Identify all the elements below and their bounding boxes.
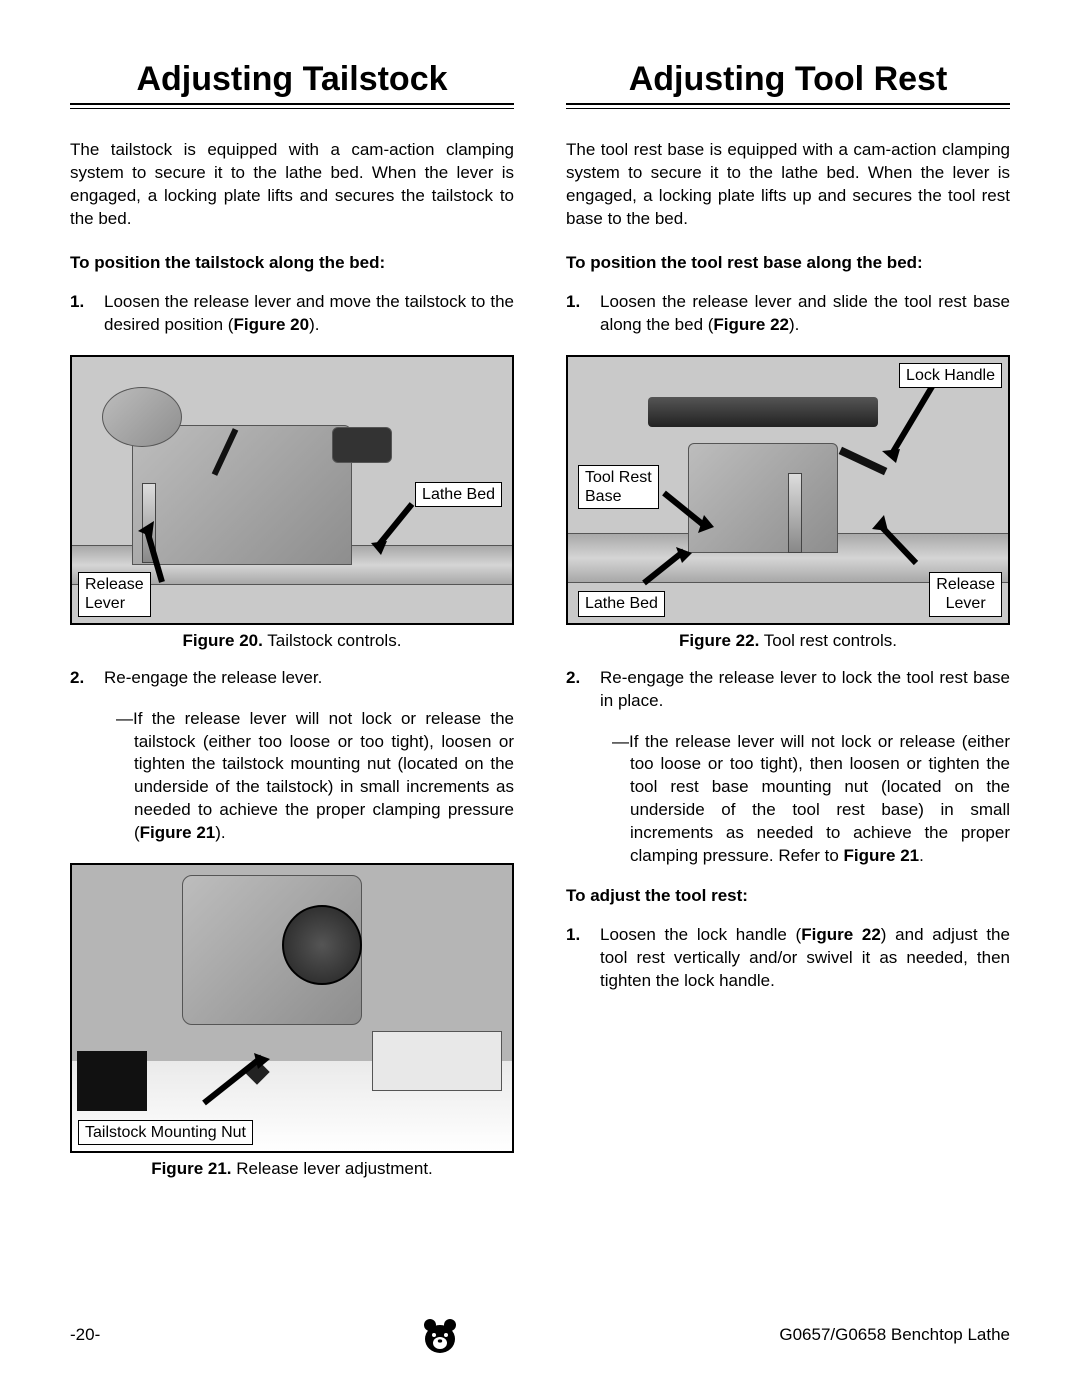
lead-adjust-toolrest: To adjust the tool rest: <box>566 886 1010 906</box>
steps-tailstock-reengage: Re-engage the release lever. <box>70 667 514 690</box>
bear-logo-icon <box>420 1315 460 1355</box>
heading-rule <box>70 103 514 109</box>
heading-tailstock: Adjusting Tailstock <box>70 60 514 99</box>
step-1: Loosen the release lever and slide the t… <box>566 291 1010 337</box>
step-1: Loosen the lock handle (Figure 22) and a… <box>566 924 1010 993</box>
page-number: -20- <box>70 1325 100 1345</box>
column-right: Adjusting Tool Rest The tool rest base i… <box>566 60 1010 1195</box>
steps-tailstock-position: Loosen the release lever and move the ta… <box>70 291 514 337</box>
arrow-release-lever <box>868 513 928 573</box>
lead-position-tailstock: To position the tailstock along the bed: <box>70 253 514 273</box>
label-lathe-bed-22: Lathe Bed <box>578 591 665 616</box>
label-tool-rest-base: Tool Rest Base <box>578 465 659 509</box>
column-left: Adjusting Tailstock The tailstock is equ… <box>70 60 514 1195</box>
step-2: Re-engage the release lever to lock the … <box>566 667 1010 713</box>
figure-22: Lock Handle Tool Rest Base Lathe Bed Rel… <box>566 355 1010 625</box>
arrow-tool-rest-base <box>658 487 718 547</box>
arrow-lock-handle <box>878 379 948 469</box>
page-footer: -20- G0657/G0658 Benchtop Lathe <box>70 1315 1010 1355</box>
model-id: G0657/G0658 Benchtop Lathe <box>779 1325 1010 1345</box>
lead-position-toolrest: To position the tool rest base along the… <box>566 253 1010 273</box>
arrow-lathe-bed <box>638 543 698 593</box>
arrow-lathe-bed <box>367 499 427 559</box>
label-release-lever-22: Release Lever <box>929 572 1002 616</box>
label-release-lever: Release Lever <box>78 572 151 616</box>
steps-toolrest-position: Loosen the release lever and slide the t… <box>566 291 1010 337</box>
intro-tailstock: The tailstock is equipped with a cam-act… <box>70 139 514 231</box>
figure-20: Lathe Bed Release Lever <box>70 355 514 625</box>
page-content: Adjusting Tailstock The tailstock is equ… <box>0 0 1080 1245</box>
steps-toolrest-adjust: Loosen the lock handle (Figure 22) and a… <box>566 924 1010 993</box>
sub-note-toolrest: —If the release lever will not lock or r… <box>566 731 1010 869</box>
step-1: Loosen the release lever and move the ta… <box>70 291 514 337</box>
intro-toolrest: The tool rest base is equipped with a ca… <box>566 139 1010 231</box>
figure-21: Tailstock Mounting Nut <box>70 863 514 1153</box>
caption-22: Figure 22. Tool rest controls. <box>566 631 1010 651</box>
label-lathe-bed: Lathe Bed <box>415 482 502 507</box>
step-2: Re-engage the release lever. <box>70 667 514 690</box>
label-mounting-nut: Tailstock Mounting Nut <box>78 1120 253 1145</box>
caption-21: Figure 21. Release lever adjustment. <box>70 1159 514 1179</box>
heading-toolrest: Adjusting Tool Rest <box>566 60 1010 99</box>
arrow-mounting-nut <box>192 1045 282 1115</box>
heading-rule <box>566 103 1010 109</box>
label-lock-handle: Lock Handle <box>899 363 1002 388</box>
caption-20: Figure 20. Tailstock controls. <box>70 631 514 651</box>
steps-toolrest-reengage: Re-engage the release lever to lock the … <box>566 667 1010 713</box>
sub-note-tailstock: —If the release lever will not lock or r… <box>70 708 514 846</box>
